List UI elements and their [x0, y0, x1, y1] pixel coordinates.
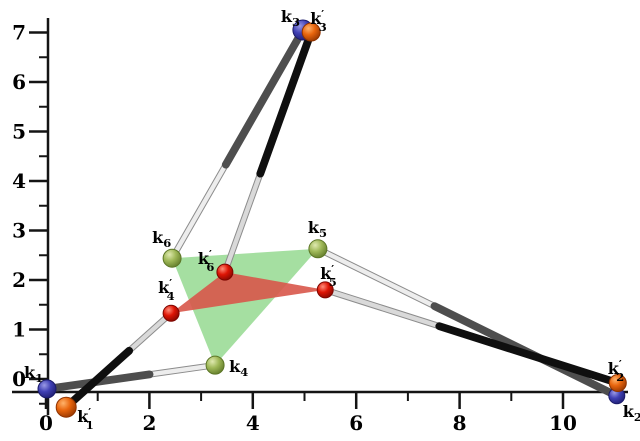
leg-proximal-rod [221, 26, 307, 169]
leg-distal-rod [126, 310, 174, 353]
y-tick-label-5: 5 [12, 120, 26, 144]
label-k4p: k′ 4 [158, 277, 175, 303]
y-tick-label-0: 0 [12, 367, 26, 391]
label-subscript: 4 [167, 289, 175, 303]
label-subscript: 2 [634, 410, 640, 424]
x-tick-label-8: 8 [453, 411, 467, 435]
label-prime: ′ [331, 263, 334, 276]
leg-proximal-rod [256, 28, 316, 178]
label-k6p: k′ 6 [198, 248, 215, 274]
x-tick-label-0: 0 [39, 411, 53, 435]
point-k6p [216, 263, 234, 281]
point-k5 [308, 239, 328, 259]
y-tick-label-2: 2 [12, 268, 26, 292]
leg-k3p-k6p [221, 28, 316, 276]
leg-proximal-rod [435, 322, 622, 387]
point-k2p [608, 374, 627, 392]
point-k1 [37, 379, 57, 399]
x-tick-label-2: 2 [142, 411, 156, 435]
label-k5p: k′ 5 [320, 263, 337, 289]
x-tick-label-6: 6 [349, 411, 363, 435]
leg-k1p-k4p [62, 309, 175, 412]
label-k1p: k′ 1 [77, 406, 94, 432]
leg-distal-rod [315, 246, 437, 309]
label-subscript: 5 [329, 275, 337, 289]
label-subscript: 3 [292, 15, 300, 29]
label-prime: ′ [209, 248, 212, 261]
x-tick-label-4: 4 [246, 411, 260, 435]
leg-k2p-k5p [321, 286, 622, 387]
y-tick-label-7: 7 [12, 21, 26, 45]
label-subscript: 6 [206, 260, 214, 274]
triangle-platform-pose-1 [172, 248, 318, 366]
label-subscript: 4 [240, 365, 248, 379]
label-subscript: 3 [319, 20, 327, 34]
leg-proximal-rod [62, 346, 134, 412]
point-k5p [316, 281, 334, 299]
label-subscript: 5 [319, 226, 327, 240]
axes [12, 18, 628, 415]
y-tick-label-3: 3 [12, 219, 26, 243]
label-prime: ′ [619, 358, 622, 371]
label-subscript: 1 [86, 418, 94, 432]
label-subscript: 6 [163, 236, 171, 250]
point-k3p [301, 22, 321, 42]
leg-distal-rod [147, 362, 218, 377]
point-k1p [55, 396, 77, 418]
y-tick-label-6: 6 [12, 70, 26, 94]
triangle-platform-pose-2 [171, 272, 326, 314]
label-prime: ′ [169, 277, 172, 290]
leg-k3-k6 [168, 26, 307, 262]
point-k6 [162, 248, 182, 268]
label-k2p: k′ 2 [608, 358, 625, 384]
leg-distal-rod [169, 162, 228, 261]
point-k4p [162, 304, 180, 322]
joint-spheres [37, 19, 627, 418]
point-k4 [205, 355, 225, 375]
label-subscript: 1 [35, 371, 43, 385]
label-k3p: k′ 3 [310, 8, 327, 34]
x-tick-label-10: 10 [549, 411, 577, 435]
platform-triangles [171, 248, 326, 366]
y-tick-label-1: 1 [12, 318, 26, 342]
label-prime: ′ [88, 406, 91, 419]
label-subscript: 2 [616, 370, 624, 384]
leg-distal-rod [222, 171, 263, 275]
label-prime: ′ [321, 8, 324, 21]
y-tick-label-4: 4 [12, 169, 26, 193]
leg-distal-rod [322, 287, 442, 329]
